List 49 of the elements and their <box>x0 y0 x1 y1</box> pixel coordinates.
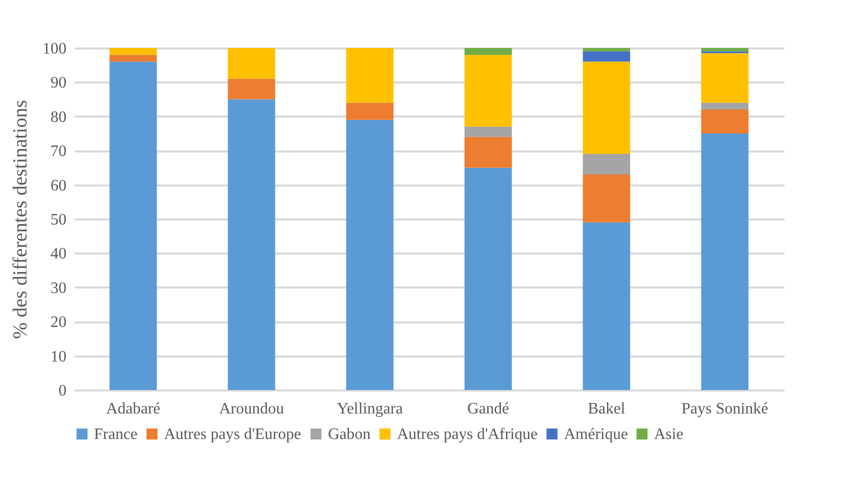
bar <box>228 48 276 79</box>
bar <box>346 102 394 120</box>
legend-label: Autres pays d'Europe <box>164 426 302 443</box>
x-tick-label: Yellingara <box>336 400 403 418</box>
bar <box>464 54 512 127</box>
bar <box>228 99 276 390</box>
legend-label: Autres pays d'Afrique <box>397 426 538 443</box>
y-tick-label: 50 <box>50 212 66 228</box>
bar <box>110 62 157 390</box>
y-tick-label: 0 <box>58 382 66 400</box>
x-tick-label: Pays Soninké <box>681 400 768 418</box>
y-tick-label: 80 <box>50 108 66 126</box>
bar <box>110 54 157 62</box>
legend-label: Amérique <box>564 426 628 443</box>
bar <box>582 51 630 62</box>
legend-label: Asie <box>654 426 684 443</box>
bar <box>464 168 512 390</box>
bar <box>464 136 512 168</box>
y-tick-label: 40 <box>50 246 66 263</box>
x-tick-label: Gandé <box>467 400 510 418</box>
bar <box>346 120 394 390</box>
bar <box>346 48 394 103</box>
bar <box>701 53 748 103</box>
bar <box>228 78 276 100</box>
x-tick-label: Bakel <box>588 400 626 418</box>
bar <box>701 134 748 390</box>
bar <box>582 154 630 175</box>
bar <box>582 222 630 390</box>
legend-label: Gabon <box>328 426 371 443</box>
x-tick-label: Aroundou <box>219 400 284 418</box>
y-tick-label: 20 <box>50 314 66 332</box>
y-tick-label: 10 <box>50 348 66 366</box>
bar <box>701 48 748 52</box>
bar <box>110 48 157 55</box>
legend-label: France <box>94 426 138 443</box>
y-tick-label: 60 <box>50 177 66 194</box>
bar <box>582 48 630 52</box>
bar <box>464 48 512 55</box>
bar <box>701 110 748 134</box>
bar <box>582 62 630 154</box>
bar <box>464 126 512 137</box>
y-axis-title: % des differentes destinations <box>10 100 32 340</box>
y-tick-label: 30 <box>50 280 66 297</box>
x-tick-label: Adabaré <box>106 400 160 418</box>
y-tick-label: 90 <box>50 74 66 92</box>
bar <box>582 174 630 222</box>
bar <box>701 102 748 110</box>
y-tick-label: 100 <box>42 40 66 58</box>
y-tick-label: 70 <box>50 143 66 160</box>
